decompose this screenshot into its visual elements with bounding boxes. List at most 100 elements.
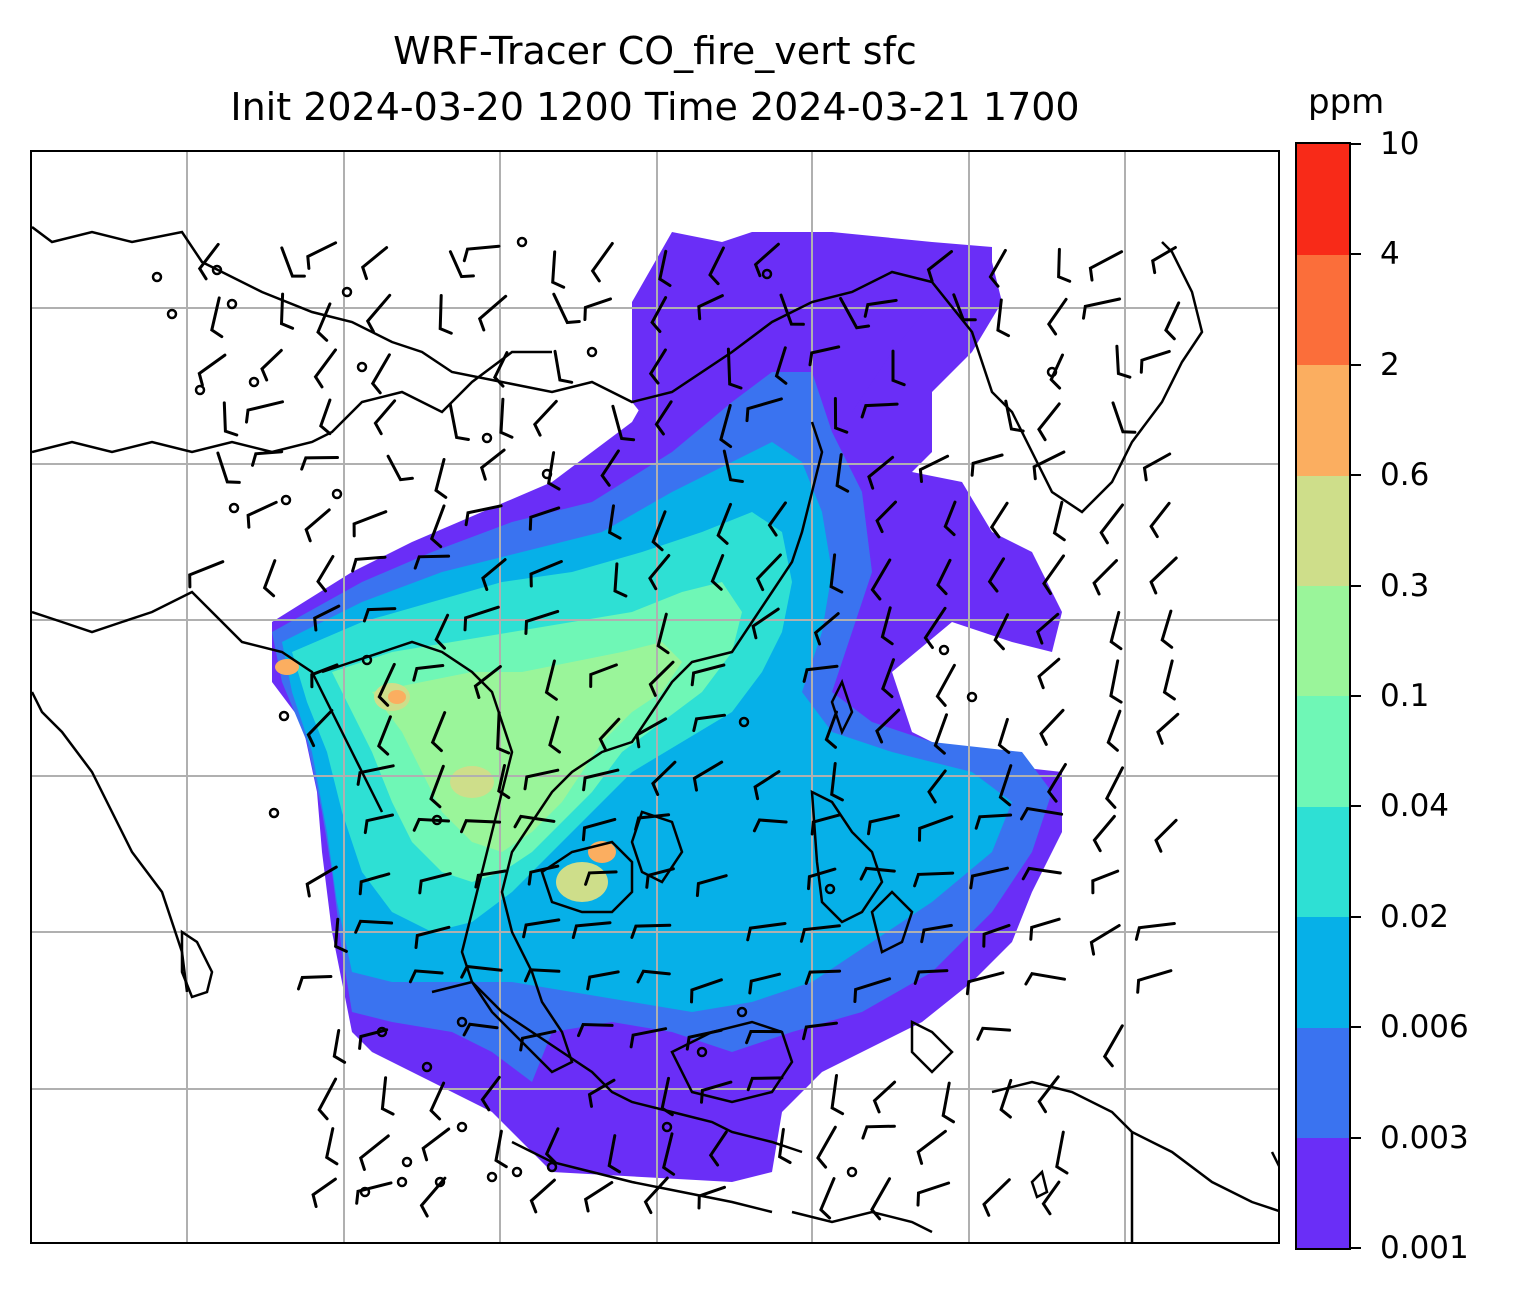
calm-circle [966,691,978,703]
wind-barb [891,349,906,387]
wind-barb [1029,917,1061,941]
field-hotspot [450,766,494,798]
calm-circle [456,1016,468,1028]
wind-barb [280,246,306,278]
wind-barb [816,1125,837,1169]
wind-barb [544,659,558,701]
wind-barb [700,1080,733,1104]
wind-barb [722,449,744,483]
colorbar-tick [1351,1136,1361,1139]
calm-circle [738,716,750,728]
wind-barb [918,454,950,483]
wind-barb [1115,344,1132,379]
wind-barb [692,713,726,733]
calm-circle [511,1166,523,1178]
wind-barb [923,606,947,649]
colorbar-tick-label: 0.1 [1380,678,1430,714]
colorbar-segment [1297,1027,1349,1139]
wind-barb [448,402,470,441]
colorbar-tick [1351,1026,1361,1029]
wind-barb [987,557,1005,593]
wind-barb [412,817,450,832]
wind-barb [777,1127,792,1164]
colorbar-tick-label: 10 [1380,126,1420,162]
wind-barb [648,660,675,697]
wind-barb [1164,301,1181,341]
wind-barb [1139,349,1171,374]
wind-barb [1052,500,1066,542]
wind-barb [1049,353,1064,390]
wind-barb [970,453,1004,477]
calm-circle [268,807,280,819]
wind-barb [1004,399,1025,433]
wind-barb [607,1134,621,1174]
calm-circle [516,236,528,248]
wind-barb [1102,1024,1124,1068]
wind-barb [607,504,622,540]
wind-barb [429,764,445,809]
calm-circle [824,883,836,895]
calm-circle [938,644,950,656]
wind-barb [355,1181,393,1205]
calm-circle [341,286,353,298]
wind-barb [412,664,445,682]
wind-barb [1142,452,1172,482]
wind-barb [279,292,295,330]
calm-circle [736,1006,748,1018]
wind-barb [527,864,560,886]
wind-barb [767,501,787,537]
wind-barb [496,711,511,755]
colorbar-segment [1297,916,1349,1028]
wind-barb [989,501,1009,539]
wind-barb [310,663,339,689]
wind-barb [553,349,574,384]
wind-barb [933,713,948,755]
wind-barb [463,605,500,632]
wind-barb [824,710,838,749]
wind-barb [304,508,331,543]
wind-barb [418,872,452,895]
colorbar-tick [1351,1247,1361,1249]
wind-barb [1037,402,1061,442]
wind-barb [544,1127,560,1164]
wind-barb [210,296,224,339]
wind-barb [708,1130,728,1167]
wind-barb [746,922,787,942]
colorbar-tick-label: 0.006 [1380,1009,1469,1046]
wind-barb [373,399,397,436]
wind-barb [1037,657,1061,690]
wind-barb [356,764,395,786]
colorbar-tick-label: 0.3 [1380,567,1430,604]
wind-barb [802,664,839,683]
wind-barb [1055,1130,1069,1175]
wind-barb [808,345,841,367]
wind-barb [377,715,392,756]
calm-circle [248,376,260,388]
wind-barb [658,249,672,287]
wind-barb [935,663,956,707]
calm-circle [361,654,373,666]
wind-barb [997,717,1011,754]
wind-barb [881,658,895,699]
wind-barb [1154,818,1178,853]
wind-barb [245,400,284,424]
wind-barb [1092,559,1118,596]
colorbar-segment [1297,696,1349,807]
colorbar-segment [1297,1137,1349,1249]
wind-barb [532,399,558,437]
wind-barb [354,919,394,934]
colorbar-tick [1351,143,1361,145]
wind-barb [584,870,618,886]
wind-barb [1082,297,1122,320]
wind-barb [583,297,612,321]
calm-circle [151,271,163,283]
wind-barb [362,607,397,623]
tracer-field [272,232,1062,1182]
wind-barb [522,918,561,939]
wind-barb [976,1026,1012,1041]
wind-barb [697,1185,726,1210]
wind-barb [861,1124,896,1140]
map-title-line2: Init 2024-03-20 1200 Time 2024-03-21 170… [230,85,1080,129]
wind-barb [430,711,447,753]
wind-barb [936,558,952,596]
